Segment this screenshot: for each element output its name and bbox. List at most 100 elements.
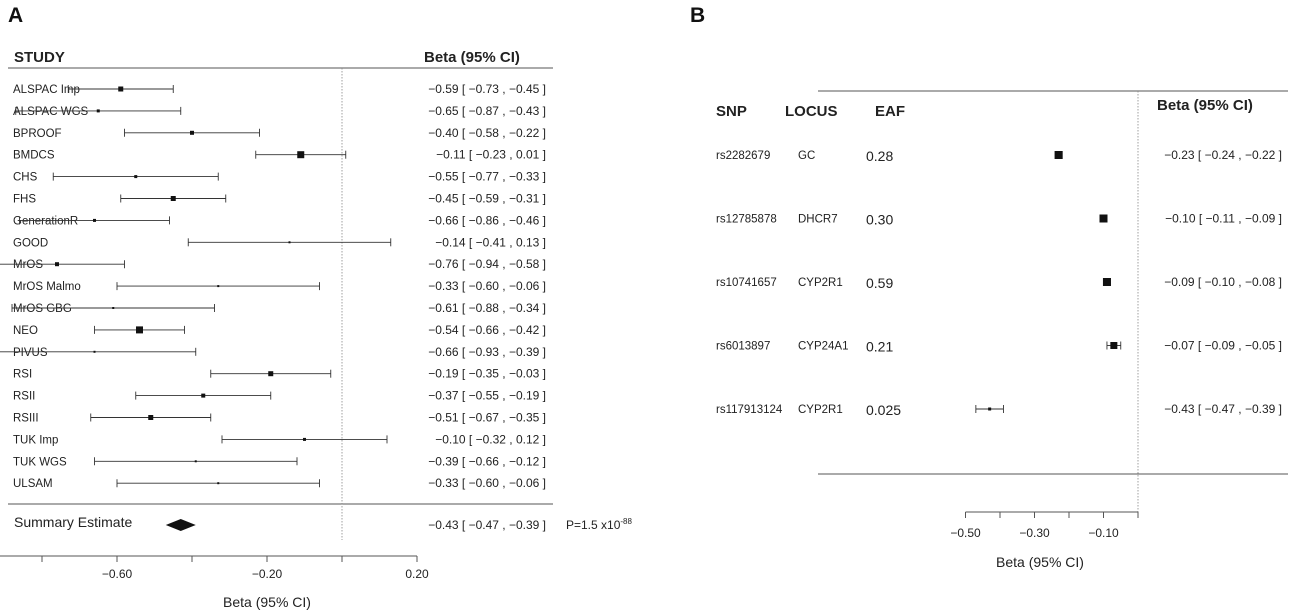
study-label: RSIII [13, 413, 39, 425]
eaf-label: 0.59 [866, 275, 893, 291]
point-estimate [134, 175, 138, 179]
snp-label: rs6013897 [716, 341, 770, 353]
eaf-label: 0.30 [866, 212, 893, 228]
locus-label: GC [798, 150, 815, 162]
ci-text: −0.07 [ −0.09 , −0.05 ] [1164, 339, 1282, 353]
study-label: FHS [13, 194, 36, 206]
x-tick-label: 0.20 [405, 567, 429, 581]
point-estimate [55, 262, 59, 267]
snp-label: rs117913124 [716, 404, 783, 416]
summary-diamond [165, 519, 196, 531]
summary-ci-text: −0.43 [ −0.47 , −0.39 ] [428, 518, 546, 532]
study-label: MrOS GBG [13, 303, 72, 315]
ci-text: −0.55 [ −0.77 , −0.33 ] [428, 170, 546, 184]
ci-text: −0.54 [ −0.66 , −0.42 ] [428, 323, 546, 337]
panel-b-x-axis: −0.50 −0.30 −0.10 [950, 511, 1139, 540]
point-estimate [170, 196, 176, 201]
point-estimate [190, 130, 194, 135]
ci-text: −0.14 [ −0.41 , 0.13 ] [435, 235, 546, 249]
point-estimate [194, 460, 197, 463]
panel-b-header-beta: Beta (95% CI) [1157, 97, 1253, 114]
ci-text: −0.59 [ −0.73 , −0.45 ] [428, 82, 546, 96]
snp-label: rs2282679 [716, 150, 770, 162]
x-tick-label: −0.60 [102, 567, 133, 581]
study-label: GOOD [13, 237, 48, 249]
ci-text: −0.66 [ −0.93 , −0.39 ] [428, 345, 546, 359]
ci-text: −0.37 [ −0.55 , −0.19 ] [428, 389, 546, 403]
locus-label: CYP2R1 [798, 277, 843, 289]
x-tick-label: −0.10 [1088, 526, 1119, 540]
point-estimate [1102, 278, 1111, 286]
study-label: RSII [13, 391, 35, 403]
point-estimate [112, 307, 115, 309]
snp-label: rs12785878 [716, 214, 777, 226]
point-estimate [1099, 214, 1108, 223]
point-estimate [297, 151, 305, 159]
point-estimate [268, 371, 274, 377]
x-tick-label: −0.50 [950, 526, 981, 540]
study-label: RSI [13, 369, 32, 381]
study-label: BMDCS [13, 150, 55, 162]
ci-text: −0.76 [ −0.94 , −0.58 ] [428, 257, 546, 271]
point-estimate [988, 407, 992, 411]
ci-text: −0.40 [ −0.58 , −0.22 ] [428, 126, 546, 140]
study-label: TUK Imp [13, 434, 58, 446]
ci-text: −0.33 [ −0.60 , −0.06 ] [428, 476, 546, 490]
point-estimate [217, 285, 220, 288]
ci-text: −0.43 [ −0.47 , −0.39 ] [1164, 402, 1282, 416]
panel-b-xlabel: Beta (95% CI) [996, 554, 1084, 570]
study-label: ALSPAC Imp [13, 84, 80, 96]
point-estimate [93, 218, 96, 222]
point-estimate [1054, 151, 1063, 159]
locus-label: DHCR7 [798, 214, 838, 226]
ci-text: −0.61 [ −0.88 , −0.34 ] [428, 301, 546, 315]
ci-text: −0.45 [ −0.59 , −0.31 ] [428, 192, 546, 206]
point-estimate [118, 86, 124, 92]
ci-text: −0.33 [ −0.60 , −0.06 ] [428, 279, 546, 293]
summary-label: Summary Estimate [14, 514, 132, 530]
ci-text: −0.19 [ −0.35 , −0.03 ] [428, 367, 546, 381]
eaf-label: 0.21 [866, 339, 893, 355]
point-estimate [93, 350, 96, 353]
ci-text: −0.39 [ −0.66 , −0.12 ] [428, 454, 546, 468]
ci-text: −0.09 [ −0.10 , −0.08 ] [1164, 275, 1282, 289]
point-estimate [148, 415, 154, 420]
ci-text: −0.10 [ −0.11 , −0.09 ] [1165, 212, 1282, 226]
study-label: ALSPAC WGS [13, 106, 89, 118]
eaf-label: 0.025 [866, 402, 901, 418]
p-value-base: P=1.5 x10 [566, 518, 621, 532]
ci-text: −0.11 [ −0.23 , 0.01 ] [436, 148, 546, 162]
ci-text: −0.51 [ −0.67 , −0.35 ] [428, 411, 546, 425]
study-label: ULSAM [13, 478, 53, 490]
study-label: MrOS [13, 259, 43, 271]
point-estimate [136, 326, 143, 334]
study-label: MrOS Malmo [13, 281, 81, 293]
panel-a-x-axis: −1.00−0.60−0.200.20 [0, 555, 429, 581]
locus-label: CYP24A1 [798, 341, 849, 353]
point-estimate [201, 393, 206, 398]
p-value-exponent: -88 [620, 517, 632, 526]
panel-a-rows: ALSPAC Imp −0.59 [ −0.73 , −0.45 ] ALSPAC … [0, 82, 546, 490]
x-tick-label: −0.30 [1019, 526, 1050, 540]
eaf-label: 0.28 [866, 148, 893, 164]
ci-text: −0.23 [ −0.24 , −0.22 ] [1164, 148, 1282, 162]
point-estimate [303, 437, 306, 441]
study-label: TUK WGS [13, 456, 67, 468]
snp-label: rs10741657 [716, 277, 777, 289]
panel-b-letter: B [690, 4, 705, 27]
locus-label: CYP2R1 [798, 404, 843, 416]
study-label: NEO [13, 325, 38, 337]
ci-text: −0.66 [ −0.86 , −0.46 ] [428, 213, 546, 227]
point-estimate [288, 241, 291, 244]
study-label: BPROOF [13, 128, 62, 140]
panel-b-header-eaf: EAF [875, 103, 905, 120]
x-tick-label: −0.20 [252, 567, 283, 581]
point-estimate [217, 482, 220, 485]
panel-a-xlabel: Beta (95% CI) [223, 594, 311, 610]
panel-b-rows: rs2282679 GC 0.28 −0.23 [ −0.24 , −0.22 ] rs… [716, 148, 1282, 418]
panel-a-header-beta: Beta (95% CI) [424, 49, 520, 66]
panel-b-header-snp: SNP [716, 103, 747, 120]
study-label: GenerationR [13, 215, 78, 227]
point-estimate [96, 109, 100, 113]
